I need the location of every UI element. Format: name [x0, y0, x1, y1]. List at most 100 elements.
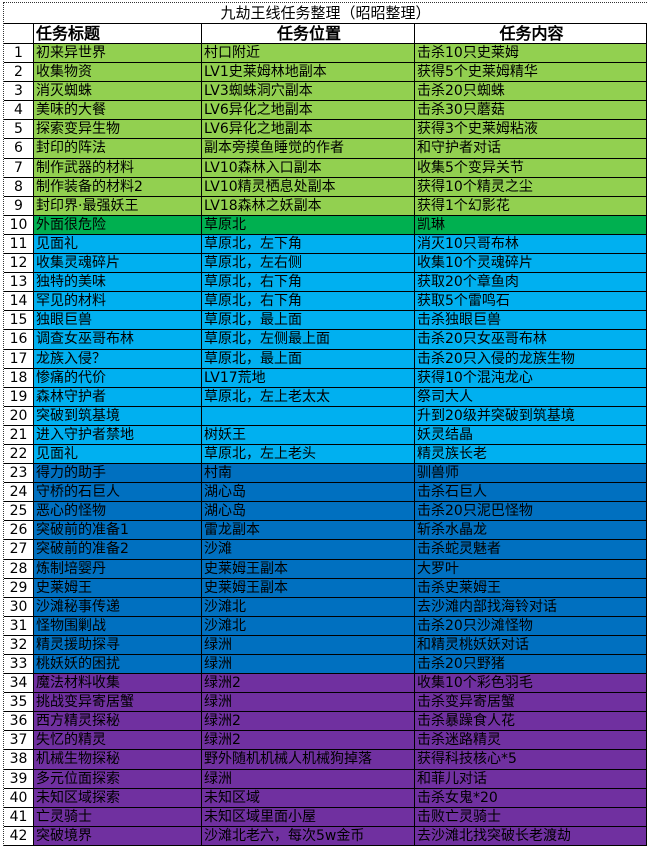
quest-content-cell[interactable]: 击杀20只蜘蛛 [415, 82, 647, 101]
quest-content-cell[interactable]: 凯琳 [415, 215, 647, 234]
row-number[interactable]: 29 [4, 578, 34, 597]
quest-content-cell[interactable]: 击杀石巨人 [415, 483, 647, 502]
quest-title-cell[interactable]: 突破前的准备1 [34, 521, 202, 540]
quest-title-cell[interactable]: 探索变异生物 [34, 120, 202, 139]
row-number[interactable]: 11 [4, 234, 34, 254]
row-number[interactable]: 26 [4, 521, 34, 540]
quest-location-cell[interactable]: 草原北，最上面 [202, 311, 415, 330]
row-number[interactable]: 9 [4, 196, 34, 215]
quest-title-cell[interactable]: 制作装备的材料2 [34, 177, 202, 196]
row-number[interactable]: 7 [4, 158, 34, 177]
quest-title-cell[interactable]: 史莱姆王 [34, 578, 202, 597]
quest-content-cell[interactable]: 大罗叶 [415, 559, 647, 578]
quest-content-cell[interactable]: 升到20级并突破到筑基境 [415, 406, 647, 425]
row-number[interactable]: 34 [4, 674, 34, 693]
quest-content-cell[interactable]: 斩杀水晶龙 [415, 521, 647, 540]
quest-location-cell[interactable]: 草原北，右下角 [202, 292, 415, 311]
quest-location-cell[interactable]: 史莱姆王副本 [202, 559, 415, 578]
row-number[interactable]: 19 [4, 387, 34, 406]
row-number[interactable]: 42 [4, 826, 34, 845]
quest-location-cell[interactable]: 草原北，左上老头 [202, 444, 415, 464]
quest-content-cell[interactable]: 击杀20只野猪 [415, 655, 647, 674]
row-number[interactable]: 31 [4, 616, 34, 635]
quest-location-cell[interactable] [202, 406, 415, 425]
row-number[interactable]: 40 [4, 788, 34, 807]
quest-content-cell[interactable]: 妖灵结晶 [415, 425, 647, 444]
quest-location-cell[interactable]: 绿洲 [202, 635, 415, 654]
quest-content-cell[interactable]: 击杀暴躁食人花 [415, 712, 647, 731]
row-number[interactable]: 16 [4, 330, 34, 349]
quest-title-cell[interactable]: 桃妖妖的困扰 [34, 655, 202, 674]
row-number[interactable]: 33 [4, 655, 34, 674]
row-number[interactable]: 13 [4, 273, 34, 292]
quest-title-cell[interactable]: 沙滩秘事传递 [34, 597, 202, 616]
quest-location-cell[interactable]: 未知区域里面小屋 [202, 807, 415, 826]
row-number[interactable]: 1 [4, 44, 34, 63]
row-number[interactable]: 20 [4, 406, 34, 425]
quest-title-cell[interactable]: 西方精灵探秘 [34, 712, 202, 731]
quest-content-cell[interactable]: 和精灵桃妖妖对话 [415, 635, 647, 654]
row-number[interactable]: 23 [4, 464, 34, 483]
quest-content-cell[interactable]: 击杀20只泥巴怪物 [415, 502, 647, 521]
quest-location-cell[interactable]: 沙滩北 [202, 597, 415, 616]
row-number[interactable]: 14 [4, 292, 34, 311]
quest-content-cell[interactable]: 击杀30只蘑菇 [415, 101, 647, 120]
quest-title-cell[interactable]: 初来异世界 [34, 44, 202, 63]
quest-title-cell[interactable]: 美味的大餐 [34, 101, 202, 120]
quest-title-cell[interactable]: 守桥的石巨人 [34, 483, 202, 502]
row-number[interactable]: 25 [4, 502, 34, 521]
row-number[interactable]: 41 [4, 807, 34, 826]
quest-content-cell[interactable]: 精灵族长老 [415, 444, 647, 464]
quest-content-cell[interactable]: 和守护者对话 [415, 139, 647, 158]
quest-location-cell[interactable]: 绿洲 [202, 693, 415, 712]
quest-location-cell[interactable]: 雷龙副本 [202, 521, 415, 540]
quest-title-cell[interactable]: 罕见的材料 [34, 292, 202, 311]
quest-content-cell[interactable]: 击杀迷路精灵 [415, 731, 647, 750]
quest-title-cell[interactable]: 魔法材料收集 [34, 674, 202, 693]
quest-location-cell[interactable]: 绿洲2 [202, 674, 415, 693]
quest-content-cell[interactable]: 去沙滩北找突破长老渡劫 [415, 826, 647, 845]
quest-content-cell[interactable]: 击败亡灵骑士 [415, 807, 647, 826]
quest-content-cell[interactable]: 击杀变异寄居蟹 [415, 693, 647, 712]
row-number[interactable]: 39 [4, 769, 34, 788]
quest-content-cell[interactable]: 祭司大人 [415, 387, 647, 406]
quest-title-cell[interactable]: 独眼巨兽 [34, 311, 202, 330]
quest-title-cell[interactable]: 机械生物探秘 [34, 750, 202, 769]
quest-content-cell[interactable]: 获得10个精灵之尘 [415, 177, 647, 196]
quest-location-cell[interactable]: 绿洲 [202, 655, 415, 674]
quest-content-cell[interactable]: 获取5个雷鸣石 [415, 292, 647, 311]
row-number[interactable]: 18 [4, 368, 34, 387]
quest-content-cell[interactable]: 获取20个章鱼肉 [415, 273, 647, 292]
quest-location-cell[interactable]: 草原北，最上面 [202, 349, 415, 368]
quest-content-cell[interactable]: 击杀10只史莱姆 [415, 44, 647, 63]
quest-location-cell[interactable]: 草原北，左上老太太 [202, 387, 415, 406]
quest-content-cell[interactable]: 击杀蛇灵魅者 [415, 540, 647, 559]
quest-location-cell[interactable]: LV1史莱姆林地副本 [202, 63, 415, 82]
quest-title-cell[interactable]: 突破境界 [34, 826, 202, 845]
row-number[interactable]: 3 [4, 82, 34, 101]
quest-title-cell[interactable]: 独特的美味 [34, 273, 202, 292]
row-number[interactable]: 10 [4, 215, 34, 234]
quest-content-cell[interactable]: 驯兽师 [415, 464, 647, 483]
row-number[interactable]: 17 [4, 349, 34, 368]
quest-content-cell[interactable]: 获得10个混沌龙心 [415, 368, 647, 387]
quest-location-cell[interactable]: 村口附近 [202, 44, 415, 63]
row-number[interactable]: 35 [4, 693, 34, 712]
quest-location-cell[interactable]: 沙滩北老六，每次5w金币 [202, 826, 415, 845]
quest-location-cell[interactable]: 野外随机机械人机械狗掉落 [202, 750, 415, 769]
quest-content-cell[interactable]: 获得科技核心*5 [415, 750, 647, 769]
row-number[interactable]: 27 [4, 540, 34, 559]
quest-location-cell[interactable]: LV18森林之妖副本 [202, 196, 415, 215]
quest-title-cell[interactable]: 得力的助手 [34, 464, 202, 483]
quest-title-cell[interactable]: 收集灵魂碎片 [34, 254, 202, 273]
quest-location-cell[interactable]: LV6异化之地副本 [202, 120, 415, 139]
quest-location-cell[interactable]: 湖心岛 [202, 483, 415, 502]
quest-title-cell[interactable]: 精灵援助探寻 [34, 635, 202, 654]
row-number[interactable]: 36 [4, 712, 34, 731]
row-number[interactable]: 22 [4, 444, 34, 464]
quest-content-cell[interactable]: 击杀女鬼*20 [415, 788, 647, 807]
quest-title-cell[interactable]: 外面很危险 [34, 215, 202, 234]
quest-content-cell[interactable]: 和菲儿对话 [415, 769, 647, 788]
quest-title-cell[interactable]: 封印的阵法 [34, 139, 202, 158]
quest-location-cell[interactable]: 未知区域 [202, 788, 415, 807]
